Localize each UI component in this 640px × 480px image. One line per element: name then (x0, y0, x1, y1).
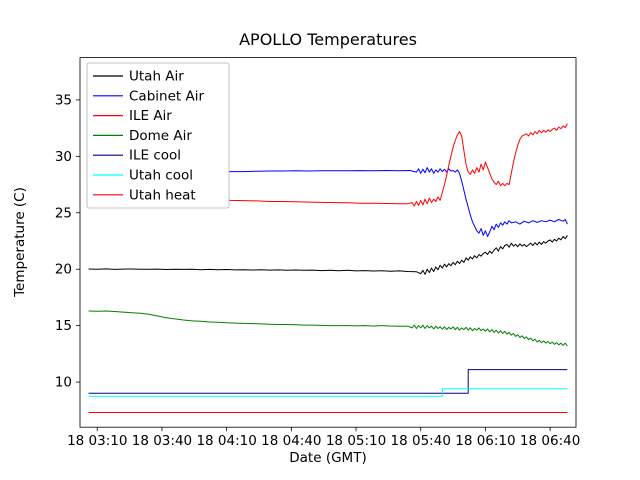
legend-label-dome-air: Dome Air (129, 128, 192, 144)
x-tick-label: 18 04:10 (196, 433, 256, 449)
series-line-dome-air (88, 310, 568, 347)
legend-label-utah-cool: Utah cool (129, 168, 193, 184)
x-axis-label: Date (GMT) (289, 450, 366, 466)
x-tick-label: 18 05:40 (391, 433, 451, 449)
x-tick-label: 18 05:10 (326, 433, 386, 449)
plot-area: 10 15 20 25 30 35 18 03:10 18 03:40 18 04:10 18 0… (55, 62, 580, 449)
series-line-cabinet-air (88, 167, 568, 237)
chart-title: APOLLO Temperatures (239, 30, 417, 49)
series-line-utah-cool (88, 388, 568, 397)
y-axis-label: Temperature (C) (12, 187, 28, 298)
y-tick-label: 15 (55, 318, 72, 334)
plot-border (79, 57, 577, 428)
y-tick-label: 35 (55, 92, 72, 108)
series-line-utah-air (88, 235, 568, 275)
legend-label-ile-cool: ILE cool (129, 148, 181, 164)
x-tick-label: 18 06:10 (455, 433, 515, 449)
y-tick-label: 10 (55, 375, 72, 391)
legend-label-utah-heat: Utah heat (129, 187, 196, 203)
legend-label-cabinet-air: Cabinet Air (129, 88, 204, 104)
x-tick-label: 18 04:40 (261, 433, 321, 449)
series-group (88, 123, 568, 413)
legend-box (86, 62, 230, 209)
y-tick-label: 20 (55, 262, 72, 278)
legend-label-utah-air: Utah Air (129, 69, 184, 85)
x-tick-label: 18 03:10 (67, 433, 127, 449)
y-tick-label: 25 (55, 205, 72, 221)
legend-label-ile-air: ILE Air (129, 108, 172, 124)
y-tick-label: 30 (55, 149, 72, 165)
legend: Utah Air Cabinet Air ILE Air Dome Air ILE co… (86, 62, 230, 209)
series-line-ile-air (88, 123, 568, 207)
x-tick-label: 18 06:40 (520, 433, 580, 449)
series-line-ile-cool (88, 369, 568, 394)
x-tick-label: 18 03:40 (132, 433, 192, 449)
